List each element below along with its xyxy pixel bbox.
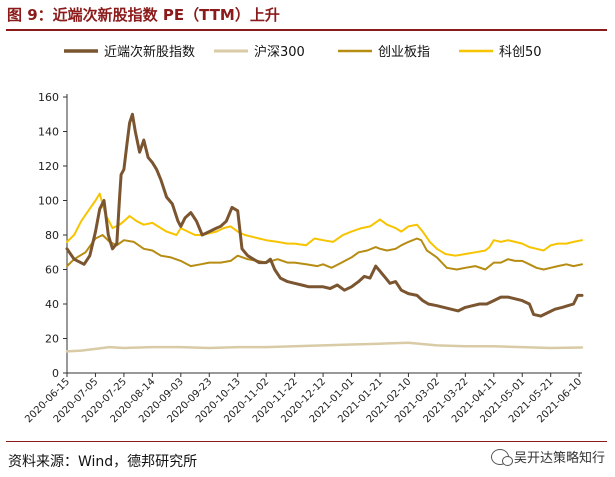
source-note: 资料来源：Wind，德邦研究所	[8, 454, 198, 470]
y-tick-label: 100	[38, 195, 59, 208]
source-rule	[6, 441, 607, 442]
wechat-icon	[490, 448, 513, 466]
y-tick-label: 140	[38, 126, 59, 139]
y-tick-label: 120	[38, 160, 59, 173]
page-title: 图 9：近端次新股指数 PE（TTM）上升	[7, 6, 280, 24]
legend-label-0: 近端次新股指数	[104, 44, 195, 60]
legend: 近端次新股指数 沪深300 创业板指 科创50	[64, 44, 542, 60]
y-tick-label: 80	[45, 229, 59, 242]
series-lines	[65, 112, 584, 353]
y-tick-label: 40	[45, 298, 59, 311]
series-line-0	[65, 112, 584, 318]
title-rule	[6, 29, 607, 31]
axes: 0204060801001201401602020-06-152020-07-0…	[23, 91, 584, 425]
legend-label-2: 创业板指	[378, 45, 430, 60]
chart: 近端次新股指数 沪深300 创业板指 科创50 0 20 40 60 80 100 120 140 1…	[23, 44, 584, 425]
watermark: 吴开达策略知行	[490, 447, 605, 466]
y-tick-label: 0	[52, 367, 59, 380]
y-tick-label: 20	[45, 333, 59, 346]
y-tick-label: 60	[45, 264, 59, 277]
series-line-3	[66, 192, 583, 257]
series-line-1	[65, 341, 584, 353]
legend-label-1: 沪深300	[254, 44, 305, 60]
legend-label-3: 科创50	[499, 45, 542, 60]
watermark-text: 吴开达策略知行	[513, 451, 605, 466]
series-line-2	[66, 234, 583, 271]
y-tick-label: 160	[38, 91, 59, 104]
